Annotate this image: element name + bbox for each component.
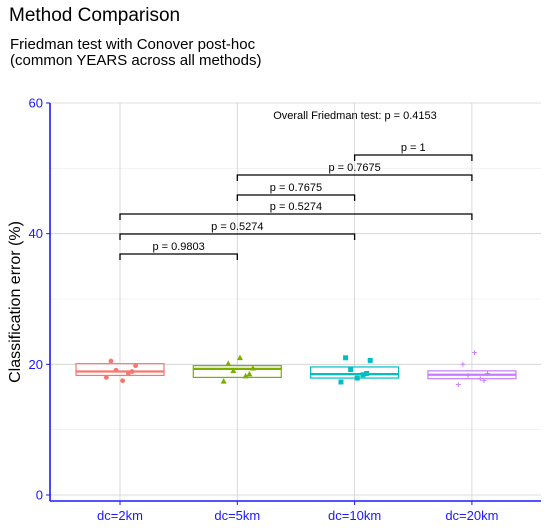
y-tick-label: 60 (29, 96, 43, 111)
chart-title: Method Comparison (9, 5, 181, 26)
bracket-p-value: p = 0.9803 (152, 241, 204, 253)
box-rect (75, 363, 165, 377)
data-point (465, 373, 471, 378)
data-point (236, 354, 243, 361)
chart-subtitle-line-2: (common YEARS across all methods) (10, 52, 262, 69)
comparison-bracket: p = 0.5274 (119, 221, 356, 240)
data-point (460, 361, 466, 367)
box-rect (192, 365, 282, 379)
comparison-bracket: p = 0.5274 (119, 201, 473, 220)
y-axis-label: Classification error (%) (7, 221, 24, 383)
comparison-bracket: p = 1 (353, 142, 473, 161)
data-point (242, 372, 249, 379)
bracket-line (236, 174, 473, 181)
bracket-p-value: p = 0.5274 (270, 201, 322, 213)
data-point (249, 365, 256, 371)
bracket-line (119, 233, 356, 240)
data-point (133, 363, 139, 369)
data-point (348, 367, 354, 373)
data-point (472, 350, 477, 355)
bracket-p-value: p = 1 (401, 142, 426, 154)
box-dc=10km (310, 366, 400, 379)
comparison-brackets: p = 0.9803 p = 0.5274 p = 0.5274 p = 0.7675… (119, 142, 473, 260)
bracket-p-value: p = 0.5274 (211, 221, 263, 233)
data-point (354, 375, 360, 381)
data-point (125, 371, 131, 376)
data-point (455, 382, 461, 387)
boxes (75, 363, 517, 380)
data-point (481, 378, 487, 384)
box-rect (310, 366, 400, 379)
comparison-bracket: p = 0.7675 (236, 182, 356, 201)
bracket-line (119, 253, 238, 260)
data-point (103, 375, 109, 380)
data-point (113, 367, 119, 373)
bracket-p-value: p = 0.7675 (270, 182, 322, 194)
bracket-line (119, 213, 473, 220)
box-dc=2km (75, 363, 165, 377)
data-points (103, 350, 490, 387)
grid-lines (50, 102, 541, 501)
data-point (485, 371, 490, 376)
data-point (108, 358, 114, 364)
data-point (220, 378, 227, 384)
y-tick-label: 40 (29, 226, 43, 241)
overall-friedman-test: Overall Friedman test: p = 0.4153 (273, 110, 437, 122)
data-point (360, 372, 366, 378)
data-point (246, 370, 253, 377)
data-point (364, 370, 370, 376)
data-point (129, 369, 135, 374)
data-point (477, 376, 483, 382)
data-point (343, 355, 349, 361)
data-point (225, 360, 232, 366)
chart-subtitle-line-1: Friedman test with Conover post-hoc (10, 36, 256, 53)
y-tick-label: 0 (36, 488, 43, 503)
data-point (120, 378, 126, 384)
y-tick-label: 20 (29, 357, 43, 372)
data-point (338, 379, 344, 385)
box-dc=20km (427, 370, 517, 380)
comparison-bracket: p = 0.9803 (119, 241, 238, 260)
comparison-bracket: p = 0.7675 (236, 162, 473, 181)
data-point (367, 357, 373, 363)
bracket-line (236, 194, 356, 201)
axes: 0 20 40 60 dc=2km dc=5km dc=10km dc=20km (29, 96, 541, 523)
bracket-line (353, 154, 473, 161)
bracket-p-value: p = 0.7675 (328, 162, 380, 174)
box-dc=5km (192, 365, 282, 379)
data-point (230, 367, 237, 374)
x-tick-label: dc=5km (214, 508, 260, 523)
x-tick-label: dc=20km (445, 508, 498, 523)
x-tick-label: dc=2km (97, 508, 143, 523)
x-tick-label: dc=10km (328, 508, 381, 523)
